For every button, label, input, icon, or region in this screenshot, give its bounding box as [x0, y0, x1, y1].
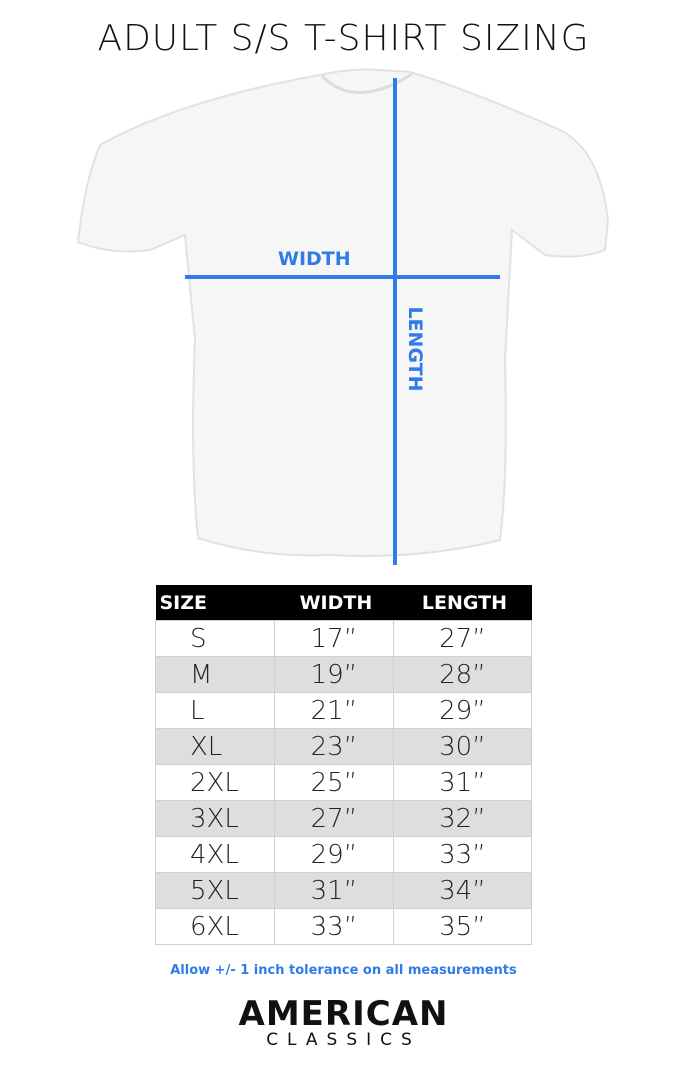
table-row: M 19” 28” [155, 656, 533, 693]
size-cell: 5XL [155, 872, 275, 909]
size-cell: 3XL [155, 800, 275, 837]
width-cell: 31” [274, 872, 394, 909]
size-cell: 2XL [155, 764, 275, 801]
size-table: SIZE WIDTH LENGTH S 17” 27” M 19” 28” L 21” 29” X… [155, 585, 533, 945]
table-row: 6XL 33” 35” [155, 908, 533, 945]
header-length: LENGTH [393, 585, 532, 621]
size-cell: XL [155, 728, 275, 765]
tshirt-diagram [76, 68, 610, 565]
table-row: XL 23” 30” [155, 728, 533, 765]
width-cell: 21” [274, 692, 394, 729]
width-cell: 25” [274, 764, 394, 801]
length-cell: 33” [392, 836, 533, 873]
length-cell: 27” [392, 620, 533, 657]
length-label: LENGTH [404, 306, 426, 392]
table-row: 2XL 25” 31” [155, 764, 533, 801]
size-cell: 6XL [155, 908, 275, 945]
brand-logo-line2: CLASSICS [266, 1030, 421, 1050]
table-row: 4XL 29” 33” [155, 836, 533, 873]
length-cell: 32” [392, 800, 533, 837]
header-size: SIZE [155, 585, 275, 621]
width-cell: 29” [274, 836, 394, 873]
width-label: WIDTH [278, 248, 351, 270]
width-cell: 23” [274, 728, 394, 765]
page-title: ADULT S/S T-SHIRT SIZING [97, 18, 590, 59]
size-cell: M [155, 656, 275, 693]
table-row: S 17” 27” [155, 620, 533, 657]
size-cell: 4XL [155, 836, 275, 873]
brand-logo-line1: AMERICAN [238, 994, 449, 1034]
length-cell: 31” [392, 764, 533, 801]
width-cell: 19” [274, 656, 394, 693]
length-cell: 35” [392, 908, 533, 945]
size-cell: S [155, 620, 275, 657]
width-cell: 33” [274, 908, 394, 945]
tshirt-shape [76, 68, 610, 557]
length-cell: 28” [392, 656, 533, 693]
size-cell: L [155, 692, 275, 729]
table-row: 3XL 27” 32” [155, 800, 533, 837]
width-cell: 27” [274, 800, 394, 837]
length-cell: 30” [392, 728, 533, 765]
header-width: WIDTH [274, 585, 394, 621]
tolerance-note: Allow +/- 1 inch tolerance on all measur… [170, 963, 517, 978]
length-cell: 34” [392, 872, 533, 909]
length-cell: 29” [392, 692, 533, 729]
table-row: L 21” 29” [155, 692, 533, 729]
table-row: 5XL 31” 34” [155, 872, 533, 909]
width-cell: 17” [274, 620, 394, 657]
